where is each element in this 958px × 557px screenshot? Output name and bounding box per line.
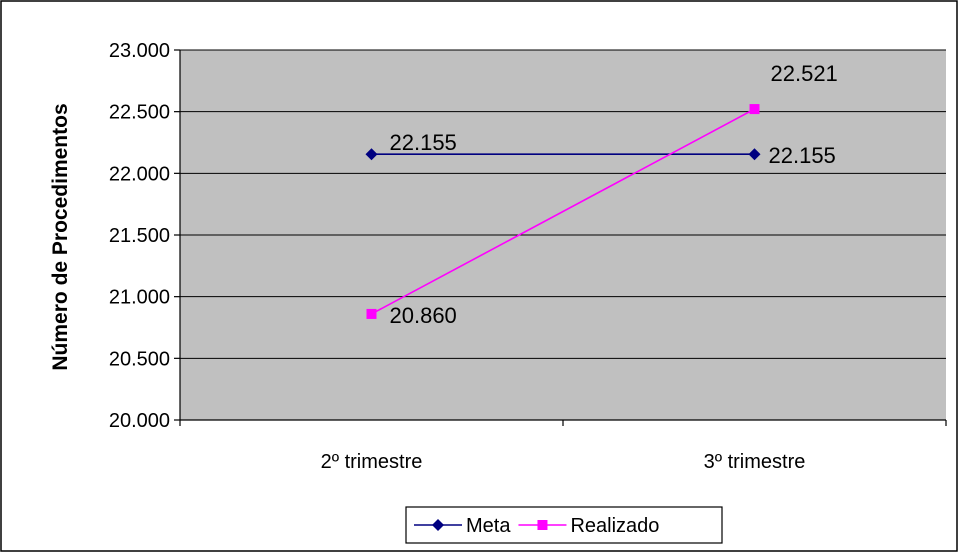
legend: Meta Realizado (405, 506, 723, 544)
y-tick-label: 21.000 (109, 287, 170, 309)
data-point-realizado (366, 308, 377, 319)
data-label: 22.521 (771, 61, 838, 86)
y-tick-label: 21.500 (109, 225, 170, 247)
legend-marker (537, 520, 548, 530)
data-label: 22.155 (390, 130, 457, 155)
x-tick-label: 2º trimestre (321, 451, 423, 473)
x-tick-label: 3º trimestre (704, 451, 806, 473)
y-tick-label: 23.000 (109, 40, 170, 62)
legend-label: Realizado (570, 515, 659, 537)
data-point-meta (748, 148, 761, 161)
y-tick-label: 20.000 (109, 410, 170, 432)
data-label: 22.155 (769, 143, 836, 168)
y-tick-label: 22.000 (109, 163, 170, 185)
data-point-realizado (749, 104, 760, 115)
y-tick-label: 22.500 (109, 102, 170, 124)
data-point-meta (365, 148, 378, 161)
legend-marker (432, 519, 444, 531)
y-axis-label: Número de Procedimentos (49, 103, 72, 370)
data-label: 20.860 (390, 303, 457, 328)
legend-label: Meta (466, 515, 511, 537)
y-tick-label: 20.500 (109, 348, 170, 370)
series-line-realizado (371, 108, 755, 315)
